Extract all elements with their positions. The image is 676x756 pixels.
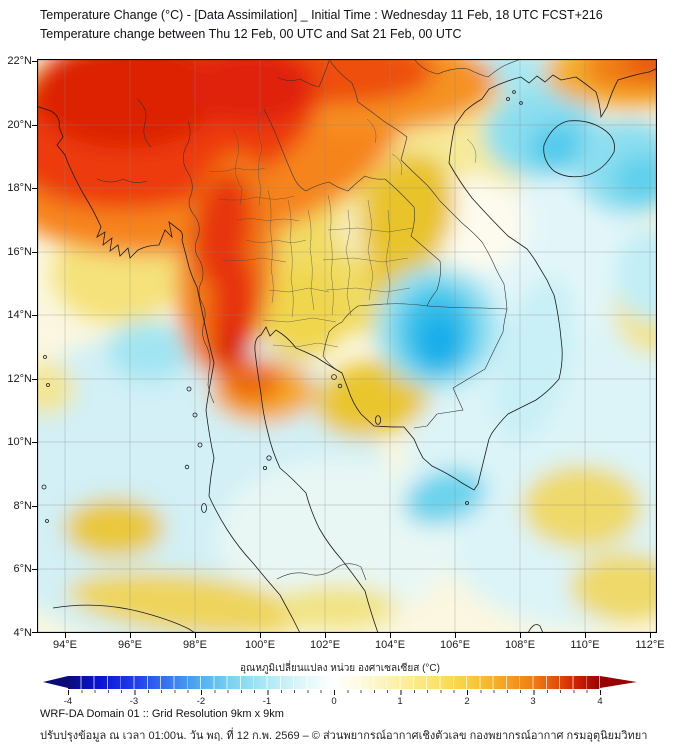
y-axis-tick (32, 506, 37, 507)
x-axis-label: 102°E (309, 639, 341, 651)
colorbar-tick-label: -1 (262, 696, 272, 707)
colorbar-tick-label: 2 (464, 696, 470, 707)
colorbar-major-ticks (68, 690, 601, 695)
y-axis-tick (32, 315, 37, 316)
colorbar-tick-label: 3 (530, 696, 536, 707)
x-axis-tick (325, 633, 326, 638)
page-subtitle: Temperature change between Thu 12 Feb, 0… (40, 27, 462, 41)
y-axis-tick (32, 379, 37, 380)
y-axis-tick (32, 252, 37, 253)
x-axis-label: 104°E (374, 639, 406, 651)
colorbar-tick-label: 0 (331, 696, 337, 707)
y-axis-label: 22°N (7, 55, 32, 67)
y-axis-label: 6°N (13, 563, 32, 575)
colorbar-left-arrow (43, 676, 68, 688)
y-axis-label: 14°N (7, 309, 32, 321)
colorbar-tick-label: -4 (63, 696, 73, 707)
footer-domain-info: WRF-DA Domain 01 :: Grid Resolution 9km … (40, 708, 284, 720)
x-axis-label: 110°E (570, 639, 600, 651)
province-boundaries (208, 110, 477, 348)
x-axis-label: 98°E (183, 639, 207, 651)
country-borders (96, 58, 522, 581)
colorbar-title: อุณหภูมิเปลี่ยนแปลง หน่วย องศาเซลเซียส (… (240, 663, 440, 674)
x-axis-label: 106°E (439, 639, 471, 651)
y-axis-tick (32, 61, 37, 62)
colorbar-right-arrow (600, 676, 637, 688)
y-axis-label: 16°N (7, 246, 32, 258)
y-axis-label: 8°N (13, 500, 32, 512)
colorbar-tick-label: -2 (196, 696, 206, 707)
x-axis-label: 112°E (635, 639, 665, 651)
footer-update-credit: ปรับปรุงข้อมูล ณ เวลา 01:00น. วัน พฤ. ที… (40, 730, 648, 742)
y-axis-tick (32, 632, 37, 633)
page-title: Temperature Change (°C) - [Data Assimila… (40, 8, 603, 22)
x-axis-label: 96°E (118, 639, 142, 651)
map-canvas (0, 3, 676, 649)
y-axis-tick (32, 188, 37, 189)
x-axis-tick (390, 633, 391, 638)
y-axis-tick (32, 442, 37, 443)
x-axis-tick (260, 633, 261, 638)
y-axis-tick (32, 125, 37, 126)
x-axis-label: 100°E (244, 639, 276, 651)
coastline (32, 67, 659, 634)
colorbar-tick-label: -3 (129, 696, 139, 707)
colorbar-segment-separators (68, 676, 600, 689)
x-axis-tick (195, 633, 196, 638)
x-axis-tick (585, 633, 586, 638)
colorbar-tick-label: 4 (597, 696, 603, 707)
x-axis-tick (650, 633, 651, 638)
y-axis-label: 10°N (7, 436, 32, 448)
y-axis-tick (32, 569, 37, 570)
y-axis-label: 12°N (7, 373, 32, 385)
x-axis-tick (130, 633, 131, 638)
map-plot-area (0, 3, 676, 649)
colorbar-tick-label: 1 (397, 696, 403, 707)
graticule-gridlines (37, 59, 657, 633)
x-axis-tick (455, 633, 456, 638)
x-axis-tick (520, 633, 521, 638)
plot-frame (36, 58, 658, 634)
y-axis-label: 20°N (7, 119, 32, 131)
x-axis-label: 108°E (504, 639, 536, 651)
y-axis-label: 18°N (7, 182, 32, 194)
y-axis-label: 4°N (13, 627, 32, 639)
x-axis-label: 94°E (53, 639, 77, 651)
x-axis-tick (65, 633, 66, 638)
